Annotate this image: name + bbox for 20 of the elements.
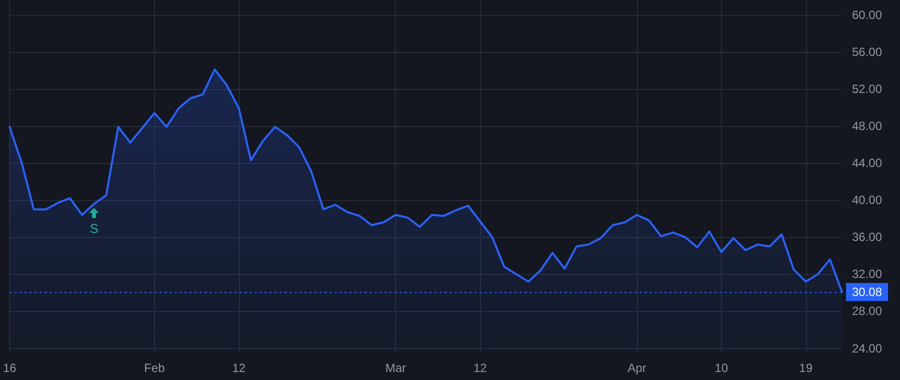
y-tick-label: 40.00 [852, 193, 882, 208]
annotation: S [88, 220, 100, 236]
y-tick-label: 24.00 [852, 341, 882, 356]
y-tick-label: 52.00 [852, 82, 882, 96]
y-tick-label: 32.00 [852, 267, 882, 282]
x-tick-label: Mar [385, 361, 406, 375]
ref-line-label: 30.08 [852, 284, 882, 299]
y-tick-label: 48.00 [852, 118, 882, 133]
y-tick-label: 36.00 [852, 230, 882, 244]
y-tick-label: 60.00 [852, 8, 882, 22]
x-tick-label: 12 [232, 361, 246, 375]
x-tick-label: 19 [799, 361, 813, 375]
x-tick-label: Feb [144, 361, 166, 375]
x-tick-label: 16 [2, 361, 17, 375]
y-tick-label: 28.00 [852, 304, 882, 318]
x-tick-label: 10 [714, 361, 728, 375]
y-tick-label: 44.00 [852, 156, 882, 170]
x-tick-label: 12 [473, 361, 488, 375]
x-tick-label: Apr [628, 361, 646, 375]
y-tick-label: 56.00 [852, 44, 882, 59]
